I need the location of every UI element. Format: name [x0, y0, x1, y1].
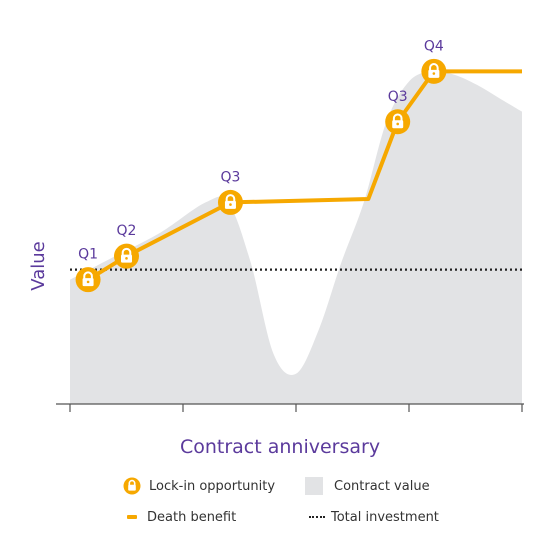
- lock-icon: [83, 271, 93, 279]
- x-axis-label: Contract anniversary: [180, 436, 380, 458]
- lock-keyhole: [432, 72, 436, 75]
- death-benefit-swatch: [127, 515, 137, 519]
- legend-item-lock-in: Lock-in opportunity: [123, 476, 275, 496]
- lock-icon: [429, 63, 439, 71]
- legend: Lock-in opportunity Contract value Death…: [120, 472, 460, 532]
- lock-keyhole: [396, 122, 400, 126]
- legend-label-total-investment: Total investment: [331, 509, 439, 525]
- lock-in-label: Q2: [117, 223, 137, 239]
- legend-item-total-investment: Total investment: [309, 507, 439, 527]
- total-investment-swatch: [309, 516, 325, 518]
- lock-keyhole: [229, 203, 232, 206]
- legend-item-contract-value: Contract value: [305, 476, 430, 496]
- lock-in-label: Q4: [424, 38, 444, 54]
- lock-icon: [121, 247, 132, 256]
- legend-label-contract-value: Contract value: [334, 478, 430, 494]
- chart: Value Contract anniversary Q1 Q2 Q3 Q3 Q4: [28, 38, 524, 458]
- lock-keyhole: [86, 280, 90, 284]
- lock-icon: [225, 194, 236, 202]
- lock-keyhole: [125, 257, 128, 260]
- lock-icon: [123, 477, 141, 495]
- lock-in-label: Q3: [388, 89, 408, 105]
- contract-value-area: [70, 71, 522, 404]
- lock-in-label: Q3: [220, 169, 240, 185]
- lock-icon: [392, 113, 403, 121]
- contract-value-swatch: [305, 477, 323, 495]
- legend-label-lock-in: Lock-in opportunity: [149, 478, 276, 494]
- lock-in-label: Q1: [78, 247, 98, 263]
- y-axis-label: Value: [28, 241, 49, 290]
- legend-item-death-benefit: Death benefit: [127, 507, 236, 527]
- legend-label-death-benefit: Death benefit: [147, 509, 237, 525]
- death-benefit-line: [87, 69, 522, 282]
